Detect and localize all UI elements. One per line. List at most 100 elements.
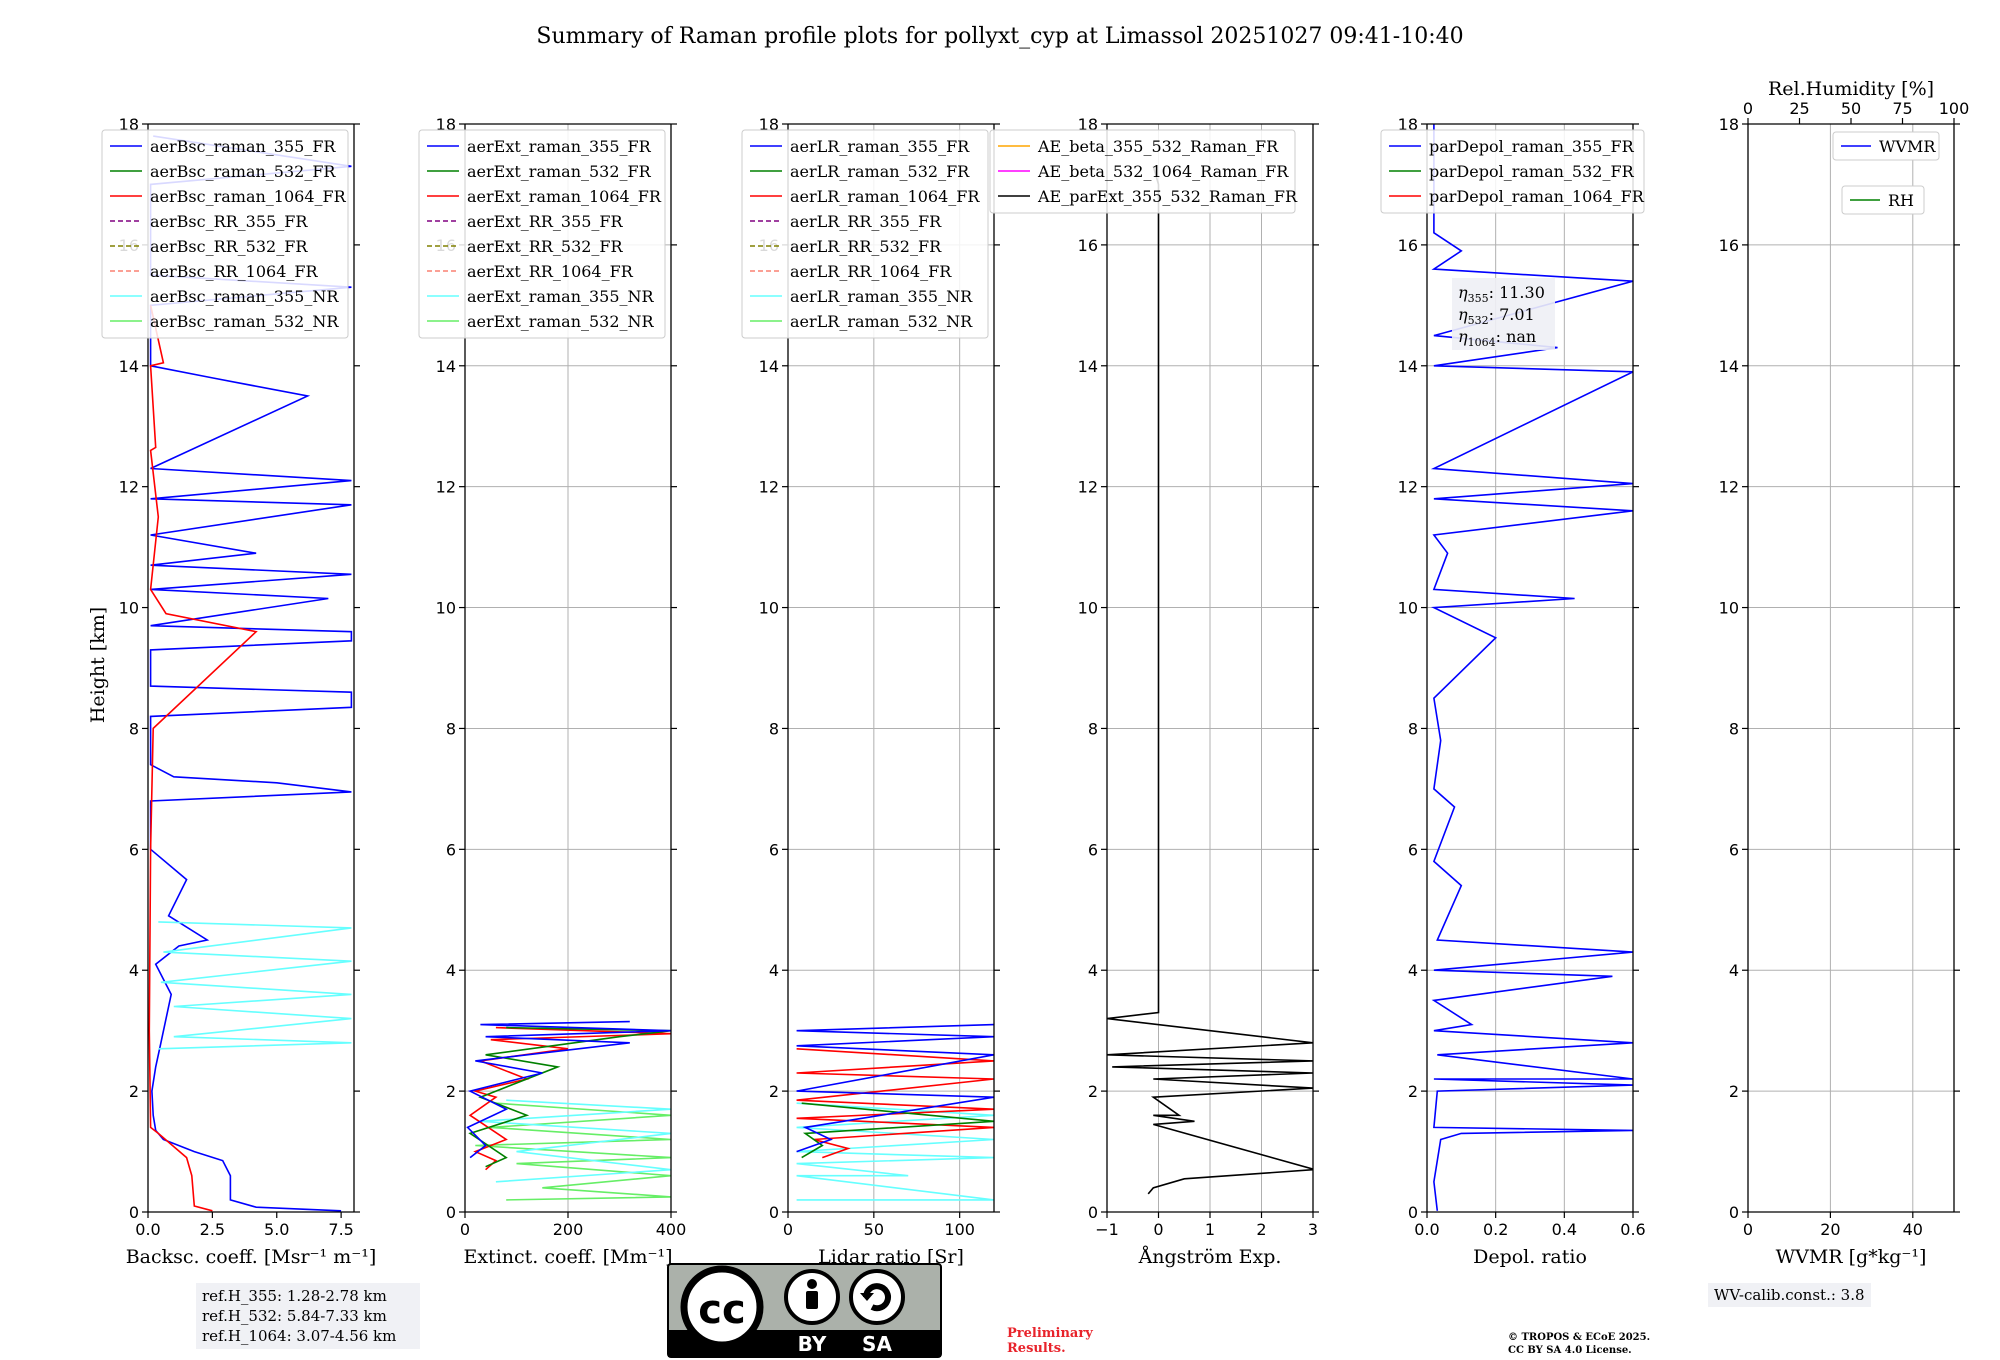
x-tick-label: 0 [460,1220,470,1239]
cc-icon [680,1265,764,1349]
y-tick-label: 14 [1078,357,1098,376]
x-tick-label: 7.5 [328,1220,353,1239]
legend-label: aerExt_raman_1064_FR [467,187,662,206]
y-tick-label: 8 [1408,719,1418,738]
legend-label: aerBsc_RR_355_FR [150,212,308,231]
legend-label: aerBsc_raman_355_NR [150,287,339,306]
legend-label: aerLR_RR_355_FR [790,212,942,231]
y-tick-label: 0 [129,1203,139,1222]
x-tick-label: 0 [1153,1220,1163,1239]
series-line-parDepol_raman_355_FR [1430,124,1633,1211]
annotation-text: η532: 7.01 [1458,305,1535,327]
y-tick-label: 16 [1078,236,1098,255]
y-tick-label: 2 [446,1082,456,1101]
y-tick-label: 6 [1088,840,1098,859]
x-axis-label: Lidar ratio [Sr] [818,1246,964,1268]
y-tick-label: 4 [446,961,456,980]
y-tick-label: 2 [769,1082,779,1101]
series-group [466,1020,671,1201]
legend-label: aerBsc_RR_532_FR [150,237,308,256]
y-tick-label: 10 [436,599,456,618]
legend-label: aerExt_RR_532_FR [467,237,624,256]
y-tick-label: 8 [1729,719,1739,738]
x-tick-label: 20 [1820,1220,1840,1239]
y-tick-label: 6 [769,840,779,859]
panel-depolarization: 0 2 4 6 8 10 12 14 16 18 0.0 0.2 0.4 0.6 Depol. ratio p… [1380,115,1646,1268]
legend-label: aerLR_raman_355_NR [790,287,973,306]
y-axis-label: Height [km] [87,607,109,723]
share-alike-icon [849,1269,905,1325]
x-tick-label: 200 [553,1220,584,1239]
ref-h-532: ref.H_532: 5.84-7.33 km [202,1307,387,1325]
series-line-aerExt_raman_532_NR [475,1102,671,1201]
legend-label: parDepol_raman_532_FR [1429,162,1635,181]
y-tick-label: 2 [1408,1082,1418,1101]
x-tick-label: 2 [1256,1220,1266,1239]
y-tick-label: 14 [1398,357,1418,376]
legend-label: aerExt_raman_532_NR [467,312,655,331]
y-tick-label: 14 [119,357,139,376]
cc-by-sa-logo: cc BY SA [667,1263,942,1358]
x2-tick-label: 0 [1743,99,1753,118]
legend-box [418,129,666,339]
legend-label: aerLR_raman_532_FR [790,162,970,181]
x-tick-label: 5.0 [264,1220,289,1239]
legend-label: aerBsc_raman_1064_FR [150,187,347,206]
x-axis-label: Backsc. coeff. [Msr⁻¹ m⁻¹] [126,1246,377,1268]
legend-box [741,129,989,339]
y-tick-label: 12 [759,478,779,497]
y-tick-label: 0 [1408,1203,1418,1222]
legend-label: aerExt_raman_355_FR [467,137,652,156]
x-tick-label: 3 [1308,1220,1318,1239]
preliminary-results-note: Preliminary Results. [1007,1326,1093,1356]
reference-height-box: ref.H_355: 1.28-2.78 km ref.H_532: 5.84-… [196,1283,420,1349]
legend-label: aerLR_RR_1064_FR [790,262,952,281]
y-tick-label: 8 [769,719,779,738]
legend-label: WVMR [1879,137,1936,156]
legend-label: aerBsc_raman_532_NR [150,312,339,331]
copyright-note: © TROPOS & ECoE 2025. CC BY SA 4.0 Licen… [1508,1331,1650,1357]
legend-label: aerExt_raman_355_NR [467,287,655,306]
preliminary-line-1: Preliminary [1007,1326,1093,1341]
y-tick-label: 18 [1078,115,1098,134]
legend-label: aerBsc_RR_1064_FR [150,262,319,281]
series-line-aerBsc_raman_355_NR [158,921,352,1050]
copyright-line-2: CC BY SA 4.0 License. [1508,1345,1632,1356]
series-group [1430,124,1633,1211]
series-line-aerLR_raman_355_NR [796,1102,994,1201]
legend-label: parDepol_raman_355_FR [1429,137,1635,156]
license-sa-text: SA [862,1332,892,1356]
legend-label: aerLR_raman_532_NR [790,312,973,331]
legend-label: AE_beta_355_532_Raman_FR [1037,137,1279,156]
x-tick-label: 0.0 [1414,1220,1439,1239]
legend-box [101,129,349,339]
y-tick-label: 18 [436,115,456,134]
ref-h-1064: ref.H_1064: 3.07-4.56 km [202,1327,397,1345]
x2-tick-label: 25 [1789,99,1809,118]
y-tick-label: 12 [436,478,456,497]
x-tick-label: 0.0 [135,1220,160,1239]
y-tick-label: 4 [769,961,779,980]
x-tick-label: 100 [944,1220,975,1239]
y-tick-label: 16 [1398,236,1418,255]
legend-box [989,129,1296,214]
legend-label: aerLR_raman_355_FR [790,137,970,156]
y-tick-label: 10 [1398,599,1418,618]
x-tick-label: 0.2 [1483,1220,1508,1239]
legend-label: aerExt_RR_355_FR [467,212,624,231]
x-tick-label: 0 [783,1220,793,1239]
series-line-aerBsc_raman_355_FR [149,135,353,1212]
y-tick-label: 16 [1719,236,1739,255]
y-tick-label: 2 [129,1082,139,1101]
legend-label: AE_parExt_355_532_Raman_FR [1037,187,1298,206]
legend-label: aerExt_RR_1064_FR [467,262,634,281]
y-tick-label: 0 [1729,1203,1739,1222]
x-tick-label: −1 [1095,1220,1119,1239]
x-axis-label: Depol. ratio [1473,1246,1587,1268]
license-by-text: BY [798,1332,827,1356]
y-tick-label: 12 [1078,478,1098,497]
y-tick-label: 18 [1719,115,1739,134]
x-tick-label: 50 [864,1220,884,1239]
